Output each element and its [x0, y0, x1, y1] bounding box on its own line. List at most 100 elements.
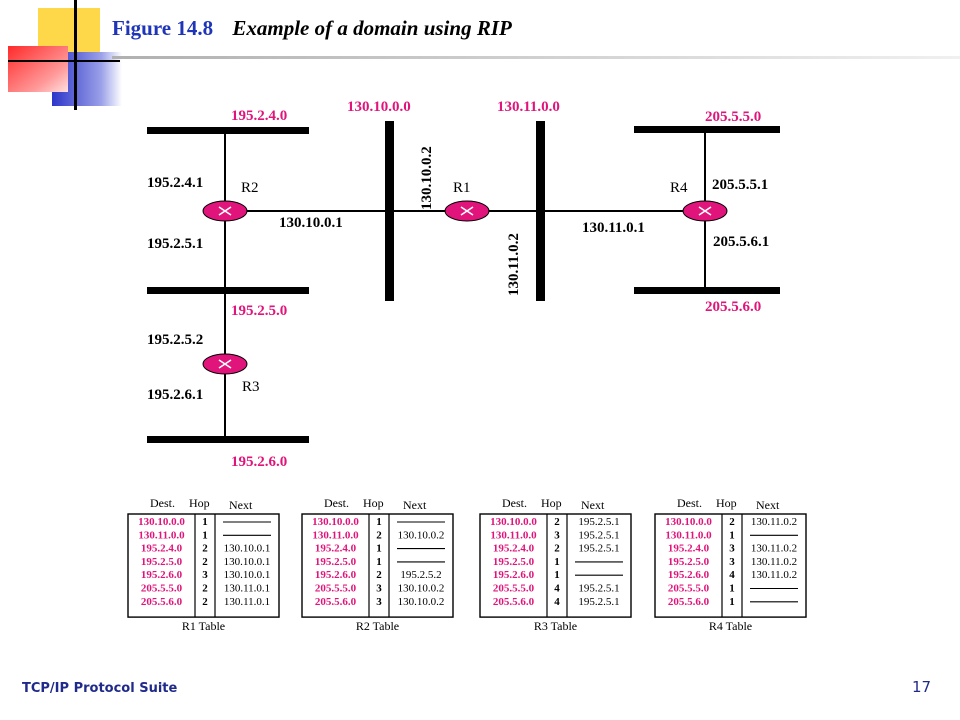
table-cell-dest: 205.5.6.0 — [315, 596, 357, 608]
table-cell-dest: 195.2.6.0 — [315, 569, 357, 581]
table-cell-dest: 130.10.0.0 — [665, 516, 712, 528]
figure-caption: Example of a domain using RIP — [232, 16, 512, 40]
interface-address: 195.2.4.1 — [147, 175, 203, 191]
network-bar-195-2-6-0 — [147, 436, 309, 443]
router-name: R4 — [670, 180, 688, 196]
table-cell-next: 130.10.0.2 — [398, 529, 445, 541]
table-cell-dest: 195.2.6.0 — [141, 569, 183, 581]
table-cell-hop: 3 — [729, 556, 735, 568]
table-cell-hop: 2 — [729, 516, 735, 528]
table-cell-hop: 1 — [376, 516, 382, 528]
page-title: Figure 14.8 Example of a domain using RI… — [112, 16, 512, 41]
network-label: 130.11.0.0 — [497, 99, 560, 115]
table-cell-hop: 2 — [202, 583, 208, 595]
table-cell-hop: 1 — [729, 529, 735, 541]
interface-address: 130.10.0.1 — [279, 215, 343, 231]
table-cell-hop: 2 — [202, 556, 208, 568]
table-cell-hop: 2 — [202, 596, 208, 608]
table-header-next: Next — [581, 498, 605, 512]
table-cell-dest: 195.2.4.0 — [315, 543, 357, 555]
table-cell-dest: 205.5.6.0 — [493, 596, 535, 608]
network-bar-195-2-5-0 — [147, 287, 309, 294]
table-cell-dest: 130.10.0.0 — [138, 516, 185, 528]
table-header-dest: Dest. — [324, 496, 349, 510]
table-cell-hop: 1 — [202, 529, 208, 541]
table-cell-hop: 3 — [202, 569, 208, 581]
table-cell-dest: 195.2.4.0 — [668, 543, 710, 555]
interface-address: 195.2.5.1 — [147, 236, 203, 252]
table-cell-dest: 130.11.0.0 — [665, 529, 712, 541]
table-header-hop: Hop — [189, 496, 210, 510]
network-label: 195.2.6.0 — [231, 454, 287, 470]
table-caption: R2 Table — [356, 619, 399, 633]
interface-address: 195.2.6.1 — [147, 387, 203, 403]
table-cell-next: 130.11.0.2 — [751, 569, 797, 581]
footer-suite-name: TCP/IP Protocol Suite — [22, 681, 178, 696]
table-header-hop: Hop — [541, 496, 562, 510]
router-name: R1 — [453, 180, 471, 196]
table-cell-next: 130.10.0.1 — [224, 556, 271, 568]
table-cell-hop: 2 — [554, 543, 560, 555]
table-header-dest: Dest. — [150, 496, 175, 510]
table-cell-hop: 4 — [554, 583, 560, 595]
table-cell-next: 130.11.0.1 — [224, 596, 270, 608]
corner-line-horizontal — [8, 60, 120, 62]
router-r4-icon — [682, 200, 728, 222]
links — [224, 130, 706, 440]
table-cell-hop: 1 — [376, 543, 382, 555]
table-cell-next: 195.2.5.1 — [578, 583, 619, 595]
table-caption: R3 Table — [534, 619, 577, 633]
interface-address: 205.5.5.1 — [712, 177, 768, 193]
table-cell-hop: 2 — [376, 569, 382, 581]
table-cell-dest: 195.2.5.0 — [668, 556, 710, 568]
table-cell-next: 130.10.0.2 — [398, 583, 445, 595]
table-cell-dest: 195.2.5.0 — [493, 556, 535, 568]
table-cell-dest: 205.5.6.0 — [668, 596, 710, 608]
network-label: 195.2.5.0 — [231, 303, 287, 319]
title-rule — [112, 56, 960, 59]
table-cell-next: 195.2.5.1 — [578, 596, 619, 608]
table-header-hop: Hop — [363, 496, 384, 510]
table-frame — [301, 513, 454, 618]
table-cell-dest: 195.2.4.0 — [493, 543, 535, 555]
network-label: 130.10.0.0 — [347, 99, 411, 115]
table-cell-hop: 1 — [554, 569, 560, 581]
interface-address: 205.5.6.1 — [713, 234, 769, 250]
table-cell-hop: 1 — [376, 556, 382, 568]
table-cell-next: 195.2.5.1 — [578, 529, 619, 541]
table-cell-dest: 205.5.5.0 — [315, 583, 357, 595]
table-cell-hop: 3 — [376, 596, 382, 608]
table-cell-dest: 205.5.6.0 — [141, 596, 183, 608]
corner-line-vertical — [74, 0, 77, 110]
table-cell-dest: 130.10.0.0 — [312, 516, 359, 528]
table-cell-dest: 130.10.0.0 — [490, 516, 537, 528]
network-label: 205.5.6.0 — [705, 299, 761, 315]
interface-address: 195.2.5.2 — [147, 332, 203, 348]
table-cell-dest: 195.2.6.0 — [668, 569, 710, 581]
table-cell-hop: 1 — [729, 583, 735, 595]
network-label: 195.2.4.0 — [231, 108, 287, 124]
table-cell-dest: 205.5.5.0 — [141, 583, 183, 595]
table-cell-dest: 195.2.5.0 — [315, 556, 357, 568]
table-cell-hop: 4 — [729, 569, 735, 581]
table-header-next: Next — [403, 498, 427, 512]
page-number: 17 — [912, 678, 932, 696]
interface-address: 130.11.0.1 — [582, 220, 645, 236]
table-header-dest: Dest. — [677, 496, 702, 510]
table-cell-next: 130.10.0.1 — [224, 543, 271, 555]
table-cell-hop: 1 — [729, 596, 735, 608]
table-cell-hop: 4 — [554, 596, 560, 608]
table-caption: R4 Table — [709, 619, 752, 633]
table-cell-next: 130.11.0.2 — [751, 516, 797, 528]
table-cell-dest: 195.2.6.0 — [493, 569, 535, 581]
table-cell-dest: 195.2.4.0 — [141, 543, 183, 555]
table-cell-dest: 130.11.0.0 — [490, 529, 537, 541]
table-cell-dest: 195.2.5.0 — [141, 556, 183, 568]
table-cell-hop: 2 — [376, 529, 382, 541]
network-bar-195-2-4-0 — [147, 127, 309, 134]
interface-address: 130.10.0.2 — [419, 146, 435, 210]
table-cell-next: 130.10.0.1 — [224, 569, 271, 581]
table-header-next: Next — [229, 498, 253, 512]
table-caption: R1 Table — [182, 619, 225, 633]
table-cell-next: 130.11.0.1 — [224, 583, 270, 595]
